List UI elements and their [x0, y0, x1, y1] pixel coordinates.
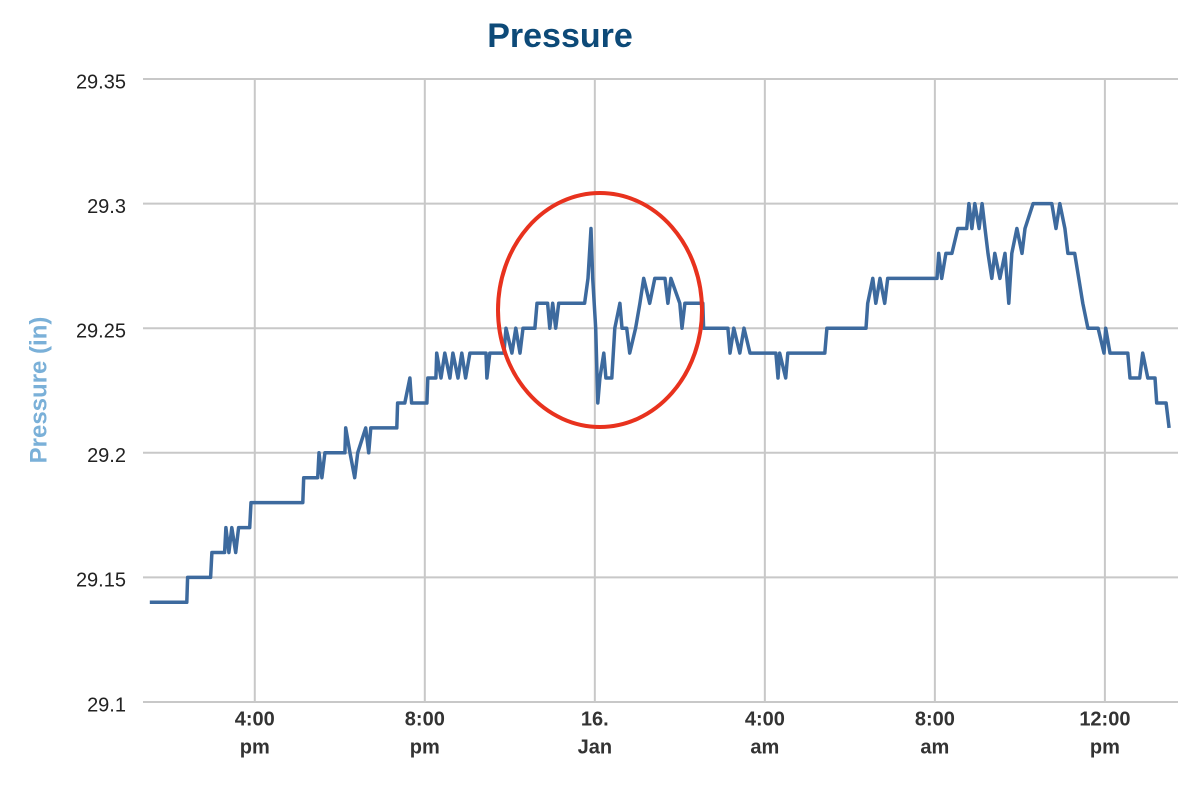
x-tick-label: 16.: [581, 708, 609, 730]
x-tick-label: am: [750, 736, 779, 758]
y-tick-label: 29.3: [87, 196, 126, 218]
x-tick-label: 8:00: [915, 708, 955, 730]
y-tick-label: 29.25: [76, 320, 126, 342]
y-tick-label: 29.15: [76, 570, 126, 592]
x-tick-label: pm: [240, 736, 270, 758]
x-tick-label: pm: [1090, 736, 1120, 758]
x-tick-label: 4:00: [745, 708, 785, 730]
x-tick-label: 8:00: [405, 708, 445, 730]
data-line: [149, 201, 1171, 605]
highlight-circle: [496, 191, 704, 429]
y-tick-label: 29.1: [87, 694, 126, 716]
y-axis-label: Pressure (in): [25, 317, 52, 464]
x-tick-label: 12:00: [1079, 708, 1130, 730]
x-tick-label: pm: [410, 736, 440, 758]
x-tick-label: 4:00: [235, 708, 275, 730]
x-tick-label: Jan: [578, 736, 612, 758]
y-tick-label: 29.35: [76, 71, 126, 93]
y-tick-label: 29.2: [87, 445, 126, 467]
x-tick-label: am: [920, 736, 949, 758]
chart-title: Pressure: [487, 17, 633, 55]
